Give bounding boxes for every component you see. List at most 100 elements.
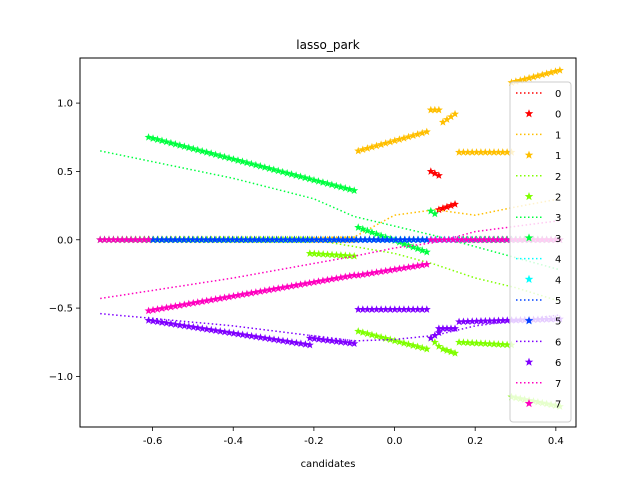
series-1-star-marker	[399, 133, 408, 142]
series-5-star-marker	[184, 235, 193, 244]
series-6-star-marker	[211, 326, 220, 335]
series-7-star-marker	[502, 235, 511, 244]
series-6-star-marker	[413, 305, 422, 313]
series-5-star-marker	[250, 235, 259, 244]
series-1-star-marker	[555, 66, 564, 74]
series-6-star-marker	[149, 316, 158, 325]
series-6-star-marker	[345, 338, 354, 347]
series-1-star-marker	[538, 70, 547, 79]
series-3-star-marker	[367, 228, 376, 236]
series-6-star-marker	[319, 335, 328, 344]
series-3-star-marker	[225, 153, 234, 162]
series-7-star-marker	[453, 235, 462, 244]
series-3-star-marker	[283, 168, 292, 177]
series-2-star-marker	[438, 344, 447, 353]
series-6-star-marker	[434, 324, 443, 332]
series-6-star-marker	[350, 339, 359, 348]
series-1-star-marker	[468, 148, 477, 156]
series-7-star-marker	[413, 261, 422, 270]
series-5-star-marker	[153, 235, 162, 244]
series-7-star-marker	[118, 235, 127, 244]
series-7-star-marker	[251, 288, 260, 296]
series-7-star-marker	[225, 292, 234, 301]
series-1-star-marker	[395, 135, 404, 143]
legend-marker-7	[524, 399, 534, 408]
series-1-star-marker	[386, 137, 395, 146]
series-3-star-marker	[409, 242, 418, 251]
series-1-star-marker	[426, 105, 435, 114]
series-3-star-marker	[404, 241, 413, 249]
series-7-star-marker	[198, 297, 207, 305]
series-2-star-marker	[472, 338, 481, 347]
series-1-dotted-line	[100, 198, 561, 241]
series-1-star-marker	[451, 109, 460, 118]
series-2-star-marker	[494, 340, 503, 348]
series-7-star-marker	[350, 271, 359, 279]
series-6-star-marker	[305, 333, 314, 342]
series-2-star-marker	[413, 342, 422, 351]
series-6-star-marker	[252, 332, 261, 341]
series-7-star-marker	[336, 273, 345, 282]
series-6-star-marker	[354, 305, 363, 313]
series-3-star-marker	[229, 155, 238, 163]
series-6-star-marker	[247, 331, 256, 340]
series-2-star-marker	[323, 250, 332, 258]
series-5-star-marker	[369, 235, 378, 244]
series-7-star-marker	[305, 278, 314, 287]
series-3-star-marker	[260, 163, 269, 171]
series-6-star-marker	[283, 337, 292, 345]
series-7-star-marker	[283, 282, 292, 291]
series-7-star-marker	[278, 283, 287, 292]
series-3-star-marker	[175, 141, 184, 149]
series-7-star-marker	[390, 265, 399, 273]
series-5-star-marker	[254, 235, 263, 244]
series-6-star-marker	[323, 336, 332, 344]
legend-label-1: 1	[555, 151, 561, 162]
chart-title: lasso_park	[296, 38, 359, 52]
series-6-dotted-line	[100, 312, 560, 342]
series-6-star-marker	[476, 316, 485, 325]
series-7-star-marker	[269, 285, 278, 293]
series-3-star-marker	[332, 181, 341, 190]
series-7-star-marker	[462, 235, 471, 244]
series-3-star-marker	[220, 152, 229, 161]
series-7-star-marker	[216, 294, 225, 302]
legend-label-4: 4	[555, 275, 561, 286]
series-2-star-marker	[503, 340, 512, 349]
series-6-star-marker	[409, 305, 418, 313]
series-6-star-marker	[234, 329, 243, 338]
legend: 0 0 1 1 2 2 3 3 4 4 5 5 6 6 7 7	[509, 81, 572, 423]
series-7-star-marker	[431, 235, 440, 244]
series-6-star-marker	[193, 323, 202, 332]
series-7-star-marker	[96, 235, 105, 244]
plot-area	[96, 66, 564, 410]
x-tick-label: 0.0	[387, 436, 403, 447]
series-3-star-marker	[413, 244, 422, 253]
series-6-star-marker	[485, 316, 494, 325]
legend-label-7: 7	[555, 379, 561, 390]
series-3-star-marker	[301, 173, 310, 182]
series-7-star-marker	[498, 235, 507, 244]
series-3-star-marker	[372, 229, 381, 238]
series-7-star-marker	[484, 235, 493, 244]
series-3-star-marker	[305, 174, 314, 183]
series-5-star-marker	[360, 235, 369, 244]
series-6-star-marker	[468, 317, 477, 325]
series-6-star-marker	[328, 336, 337, 345]
series-7-star-marker	[193, 298, 202, 306]
x-tick-label: -0.4	[223, 436, 243, 447]
series-5-star-marker	[272, 235, 281, 244]
series-5-star-marker	[334, 235, 343, 244]
series-5-star-marker	[228, 235, 237, 244]
series-6-star-marker	[225, 328, 234, 337]
series-6-star-marker	[314, 335, 323, 343]
series-3-star-marker	[157, 136, 166, 145]
series-5-star-marker	[391, 235, 400, 244]
series-6-star-marker	[418, 305, 427, 313]
series-7-star-marker	[131, 235, 140, 244]
series-5	[100, 235, 560, 244]
series-6-star-marker	[229, 329, 238, 337]
series-6-star-marker	[358, 305, 367, 313]
series-7-star-marker	[314, 277, 323, 285]
